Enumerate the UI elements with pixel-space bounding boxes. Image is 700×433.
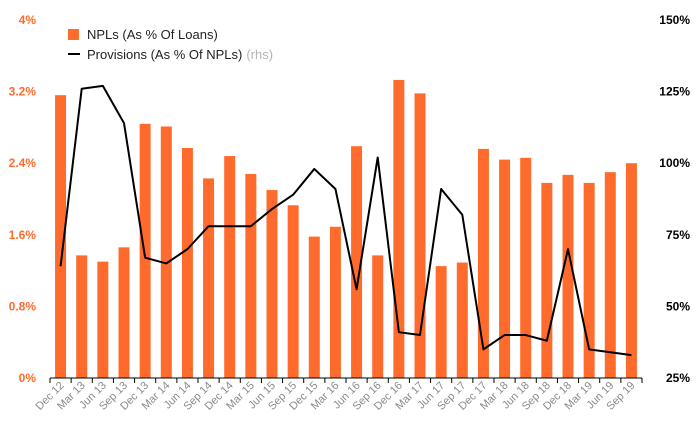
npl-bar	[97, 261, 109, 378]
legend-item-provisions: Provisions (As % Of NPLs) (rhs)	[68, 44, 273, 64]
legend-label-npls: NPLs (As % Of Loans)	[87, 26, 218, 42]
legend-item-npls: NPLs (As % Of Loans)	[68, 24, 273, 44]
y-right-tick-label: 75%	[666, 228, 690, 242]
npl-bar	[625, 163, 637, 378]
npl-bar	[372, 255, 384, 378]
y-left-tick-label: 0%	[19, 371, 37, 385]
legend-swatch-bar	[68, 28, 79, 40]
npl-bar	[308, 236, 320, 378]
npl-bar	[181, 147, 193, 378]
y-right-tick-label: 100%	[659, 156, 690, 170]
npl-bar	[414, 93, 426, 378]
y-left-tick-label: 4%	[19, 13, 37, 27]
y-right-tick-label: 50%	[666, 299, 690, 313]
y-left-tick-label: 1.6%	[9, 228, 37, 242]
legend-label-provisions: Provisions (As % Of NPLs)	[87, 46, 243, 62]
npl-bar	[245, 173, 257, 378]
npl-bar	[477, 148, 489, 378]
provisions-series-line	[59, 84, 632, 357]
y-left-tick-label: 0.8%	[9, 299, 37, 313]
npl-bar	[76, 255, 88, 378]
y-right-tick-label: 125%	[659, 85, 690, 99]
npl-bar	[520, 157, 532, 378]
npl-bar	[499, 159, 511, 378]
npl-bar	[224, 156, 236, 378]
npl-bar	[351, 146, 363, 378]
npl-bar	[118, 247, 130, 378]
legend: NPLs (As % Of Loans) Provisions (As % Of…	[68, 24, 273, 64]
legend-label-rhs: (rhs)	[246, 46, 274, 62]
npl-bar	[287, 205, 299, 378]
npl-bar	[562, 174, 574, 378]
y-right-tick-label: 25%	[666, 371, 690, 385]
npl-bar	[435, 266, 447, 379]
npl-bar	[139, 123, 151, 378]
npl-bars	[55, 79, 637, 379]
npl-bar	[160, 126, 172, 378]
right-axis: 25% 50% 75% 100% 125% 150%	[659, 13, 690, 385]
npl-bar	[456, 262, 468, 378]
npl-bar	[583, 182, 595, 378]
y-left-tick-label: 3.2%	[9, 85, 37, 99]
npl-bar	[55, 95, 67, 379]
npl-bar	[266, 190, 278, 378]
npl-bar	[604, 172, 616, 378]
npl-bar	[393, 79, 405, 379]
npl-bar	[329, 226, 341, 378]
npl-bar	[203, 178, 215, 378]
left-axis: 0% 0.8% 1.6% 2.4% 3.2% 4%	[9, 13, 37, 385]
provisions-line	[59, 84, 632, 357]
npl-bar	[541, 182, 553, 378]
legend-swatch-line	[68, 53, 80, 55]
y-left-tick-label: 2.4%	[9, 156, 37, 170]
y-right-tick-label: 150%	[659, 13, 690, 27]
